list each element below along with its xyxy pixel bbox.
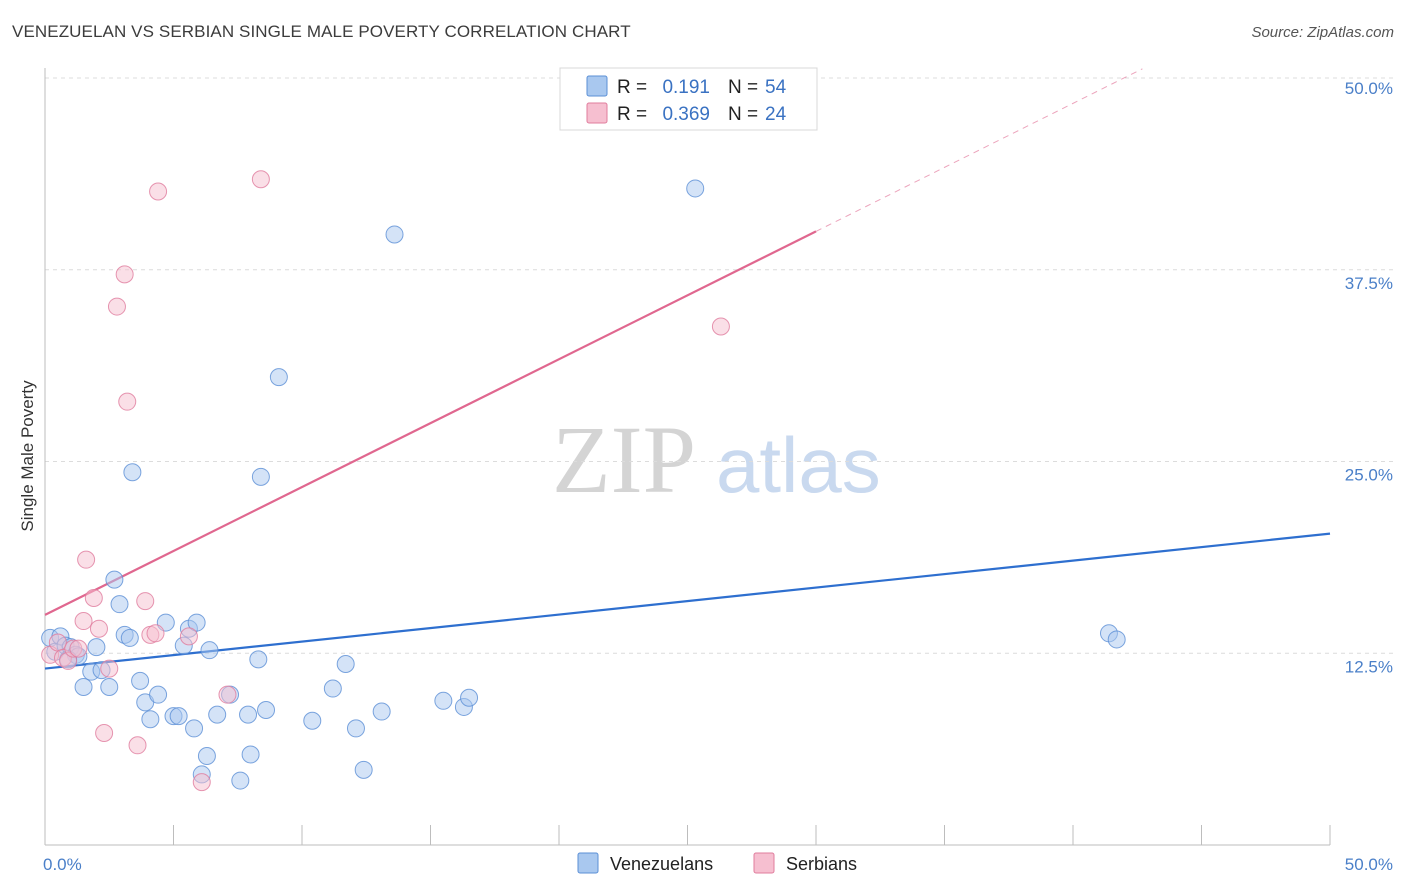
trend-lines — [44, 68, 1331, 670]
venezuelans-point — [187, 613, 206, 632]
serbians-point — [179, 627, 198, 646]
venezuelans-point — [251, 467, 270, 486]
venezuelans-point — [110, 595, 129, 614]
y-tick-label: 12.5% — [1345, 657, 1393, 676]
venezuelans-point — [169, 707, 188, 726]
serbians-point — [115, 265, 134, 284]
venezuelans-point — [257, 701, 276, 720]
venezuelans-point — [336, 654, 355, 673]
x-tick-label-max: 50.0% — [1345, 855, 1393, 874]
chart-title: VENEZUELAN VS SERBIAN SINGLE MALE POVERT… — [12, 22, 631, 41]
legend-bottom-swatch-serbians — [753, 852, 775, 874]
legend-bottom-swatch-venezuelans — [577, 852, 599, 874]
watermark-atlas: atlas — [716, 421, 881, 509]
serbians-point — [77, 550, 96, 569]
venezuelans-trend-line — [44, 532, 1331, 670]
watermark: ZIP atlas — [552, 406, 881, 513]
venezuelans-point — [346, 719, 365, 738]
venezuelans-point — [239, 705, 258, 724]
legend-r-value-serbians: 0.369 — [662, 104, 710, 125]
y-tick-label: 25.0% — [1345, 466, 1393, 485]
venezuelans-point — [123, 463, 142, 482]
legend-n-label-serbians: N = — [728, 104, 758, 125]
venezuelans-point — [460, 688, 479, 707]
serbians-point — [128, 736, 147, 755]
y-tick-label: 37.5% — [1345, 274, 1393, 293]
source-credit: Source: ZipAtlas.com — [1251, 24, 1394, 41]
serbians-point — [100, 659, 119, 678]
venezuelans-point — [385, 225, 404, 244]
venezuelans-point — [120, 628, 139, 647]
venezuelans-point — [149, 685, 168, 704]
venezuelans-point — [686, 179, 705, 198]
venezuelans-point — [100, 677, 119, 696]
venezuelans-point — [74, 677, 93, 696]
venezuelans-point — [303, 711, 322, 730]
serbians-point — [149, 182, 168, 201]
serbians-point — [107, 297, 126, 316]
legend-r-value-venezuelans: 0.191 — [662, 77, 710, 98]
legend-bottom-label-venezuelans: Venezuelans — [610, 854, 713, 874]
venezuelans-point — [434, 691, 453, 710]
venezuelans-point — [372, 702, 391, 721]
x-tick-label-min: 0.0% — [43, 855, 82, 874]
gridlines — [45, 77, 1395, 654]
serbians-point — [136, 592, 155, 611]
venezuelans-point — [208, 705, 227, 724]
venezuelans-point — [197, 747, 216, 766]
venezuelans-point — [185, 719, 204, 738]
serbians-trend-line — [44, 230, 817, 616]
venezuelans-point — [105, 570, 124, 589]
serbians-point — [146, 624, 165, 643]
legend-swatch-venezuelans — [586, 75, 608, 97]
serbians-point — [218, 685, 237, 704]
serbians-point — [74, 612, 93, 631]
serbians-trend-extension — [815, 68, 1143, 232]
venezuelans-point — [269, 368, 288, 387]
legend-n-value-serbians: 24 — [765, 104, 787, 125]
legend-r-label-serbians: R = — [617, 104, 647, 125]
correlation-legend: R = 0.191 N = 54 R = 0.369 N = 24 — [559, 67, 818, 131]
serbians-point — [711, 317, 730, 336]
tick-labels: 12.5% 25.0% 37.5% 50.0% 0.0% 50.0% — [43, 79, 1393, 874]
venezuelans-point — [231, 771, 250, 790]
legend-n-label-venezuelans: N = — [728, 77, 758, 98]
venezuelans-point — [241, 745, 260, 764]
serbians-point — [89, 619, 108, 638]
venezuelans-point — [131, 671, 150, 690]
serbians-point — [251, 170, 270, 189]
serbians-point — [95, 724, 114, 743]
serbians-point — [118, 392, 137, 411]
serbians-point — [192, 773, 211, 792]
serbians-point — [69, 639, 88, 658]
y-tick-label: 50.0% — [1345, 79, 1393, 98]
legend-r-label-venezuelans: R = — [617, 77, 647, 98]
venezuelans-point — [354, 760, 373, 779]
serbians-point — [84, 589, 103, 608]
legend-bottom-label-serbians: Serbians — [786, 854, 857, 874]
venezuelans-point — [87, 638, 106, 657]
venezuelans-point — [141, 710, 160, 729]
data-points — [41, 170, 1126, 792]
serbians-point — [48, 633, 67, 652]
legend-swatch-serbians — [586, 102, 608, 124]
legend-n-value-venezuelans: 54 — [765, 77, 787, 98]
venezuelans-point — [1107, 630, 1126, 649]
venezuelans-point — [200, 641, 219, 660]
venezuelans-point — [249, 650, 268, 669]
axes — [44, 68, 1331, 846]
series-legend: Venezuelans Serbians — [577, 852, 857, 874]
watermark-zip: ZIP — [552, 406, 696, 513]
venezuelans-point — [323, 679, 342, 698]
